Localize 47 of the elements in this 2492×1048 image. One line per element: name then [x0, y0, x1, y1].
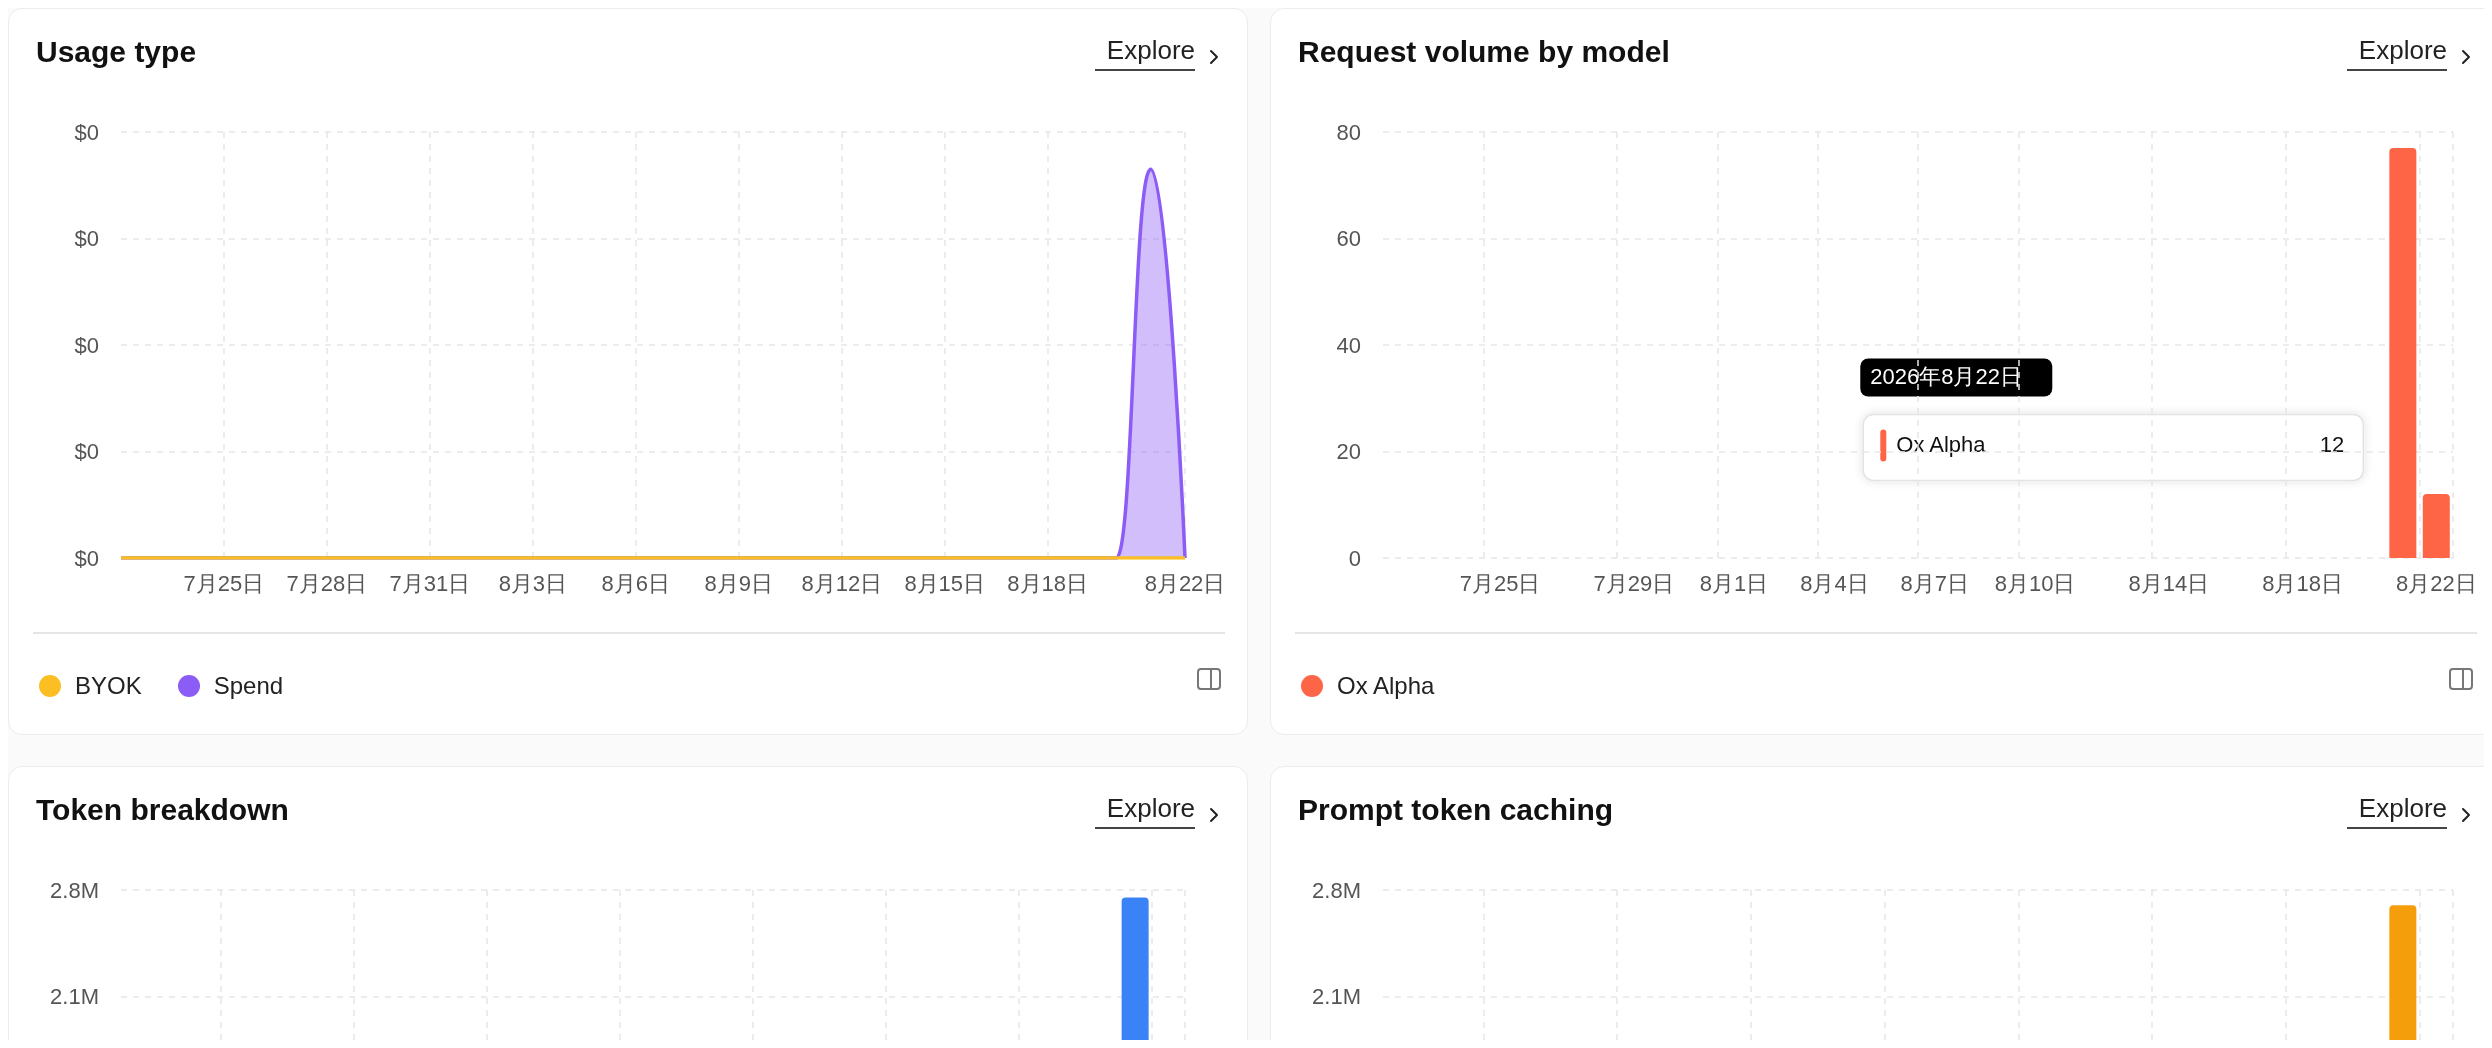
- x-tick-label: 8月3日: [498, 570, 568, 596]
- x-tick-label: 8月22日: [1144, 570, 1226, 596]
- x-tick-label: 7月25日: [183, 570, 265, 596]
- text: Ox Alpha: [1337, 672, 1435, 699]
- x-tick-label: 7月31日: [389, 570, 471, 596]
- x-tick-label: 8月6日: [601, 570, 671, 596]
- y-tick-label: 40: [1336, 332, 1361, 358]
- x-tick-label: 7月29日: [1593, 570, 1675, 596]
- y-tick-label: 0: [1348, 545, 1361, 571]
- annotation: 12: [2319, 432, 2345, 457]
- y-tick-label: $0: [74, 226, 99, 251]
- x-tick-label: 8月4日: [1800, 570, 1869, 596]
- y-tick-label: 80: [1336, 119, 1361, 145]
- x-tick-label: 7月25日: [1459, 570, 1541, 596]
- x-tick-label: 8月12日: [801, 570, 883, 596]
- legend-label: Ox Alpha: [1896, 432, 1987, 457]
- x-tick-label: 7月28日: [286, 570, 368, 596]
- x-tick-label: 8月18日: [1007, 570, 1089, 596]
- legend-label: BYOK: [75, 672, 142, 700]
- y-tick-label: 2.1M: [50, 984, 99, 1009]
- text: Explore: [1106, 793, 1195, 823]
- y-tick-label: $0: [74, 332, 99, 358]
- chart-title: Request volume by model: [1298, 34, 1670, 68]
- y-tick-label: 60: [1336, 226, 1361, 251]
- text: Explore: [1106, 35, 1195, 65]
- y-tick-label: 2.8M: [50, 877, 99, 903]
- y-tick-label: 20: [1336, 439, 1361, 464]
- y-tick-label: $0: [74, 545, 99, 571]
- x-tick-label: 8月18日: [2262, 570, 2343, 596]
- x-tick-label: 8月1日: [1699, 570, 1769, 596]
- chart-title: Prompt token caching: [1298, 792, 1614, 826]
- y-tick-label: $0: [74, 439, 99, 464]
- chart-title: Token breakdown: [36, 792, 289, 826]
- text: Explore: [2358, 793, 2447, 823]
- y-tick-label: 2.8M: [1312, 877, 1361, 903]
- y-tick-label: $0: [74, 119, 99, 145]
- x-tick-label: 8月14日: [2128, 570, 2210, 596]
- legend-label: Spend: [213, 672, 284, 700]
- x-tick-label: 8月10日: [1994, 570, 2076, 596]
- x-tick-label: 8月22日: [2395, 570, 2477, 596]
- x-tick-label: 8月7日: [1900, 570, 1969, 596]
- annotation: 2026年8月22日: [1870, 364, 2022, 389]
- text: Explore: [2358, 35, 2447, 65]
- y-tick-label: 2.1M: [1312, 984, 1361, 1009]
- chart-title: Usage type: [36, 34, 197, 68]
- x-tick-label: 8月9日: [704, 570, 774, 596]
- x-tick-label: 8月15日: [904, 570, 986, 596]
